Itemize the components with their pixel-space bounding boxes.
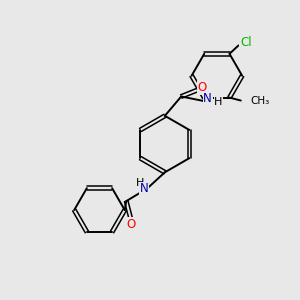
Text: H: H (214, 98, 223, 107)
Text: H: H (136, 178, 145, 188)
Text: N: N (203, 92, 212, 105)
Text: CH₃: CH₃ (250, 96, 270, 106)
Text: Cl: Cl (240, 36, 252, 49)
Text: O: O (197, 81, 207, 94)
Text: N: N (140, 182, 148, 195)
Text: O: O (127, 218, 136, 231)
